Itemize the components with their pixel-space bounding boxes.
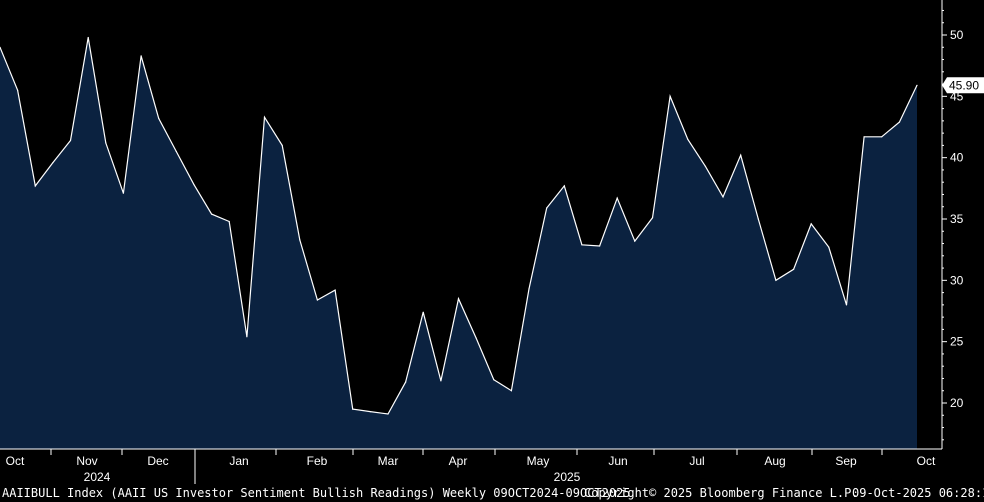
data-point bbox=[581, 244, 583, 246]
data-point bbox=[634, 240, 636, 242]
x-year-label: 2024 bbox=[84, 470, 111, 484]
data-point bbox=[334, 289, 336, 291]
data-point bbox=[405, 381, 407, 383]
data-point bbox=[246, 336, 248, 338]
data-point bbox=[228, 220, 230, 223]
data-point bbox=[387, 413, 389, 415]
data-point bbox=[52, 162, 54, 164]
y-tick-label: 20 bbox=[950, 396, 964, 410]
x-month-label: Oct bbox=[917, 454, 936, 468]
data-point bbox=[687, 138, 689, 140]
last-value-box bbox=[942, 77, 984, 94]
x-axis: Oct Nov Dec Jan Feb Mar Apr May Jun Jul Aug Sep Oct 2… bbox=[0, 448, 942, 484]
data-point bbox=[528, 288, 530, 290]
data-point bbox=[422, 311, 424, 313]
x-month-label: Feb bbox=[307, 454, 328, 468]
x-month-label: Jul bbox=[689, 454, 704, 468]
data-point bbox=[281, 144, 283, 146]
data-point bbox=[475, 337, 477, 339]
x-month-label: Apr bbox=[449, 454, 468, 468]
x-month-label: Jan bbox=[229, 454, 248, 468]
data-point bbox=[599, 245, 601, 247]
plot-area bbox=[0, 36, 918, 449]
data-point bbox=[898, 121, 901, 123]
data-point bbox=[193, 184, 195, 186]
x-month-label: Oct bbox=[6, 454, 25, 468]
data-point bbox=[916, 84, 918, 86]
x-month-label: Dec bbox=[147, 454, 168, 468]
data-point bbox=[34, 185, 36, 187]
y-tick-label: 40 bbox=[950, 151, 964, 165]
data-point bbox=[299, 239, 301, 241]
x-month-label: Nov bbox=[76, 454, 97, 468]
data-point bbox=[793, 268, 795, 270]
x-month-label: Jun bbox=[608, 454, 627, 468]
data-point bbox=[158, 117, 160, 119]
y-tick-label: 25 bbox=[950, 335, 964, 349]
footer: AAIIBULL Index (AAII US Investor Sentime… bbox=[0, 484, 984, 502]
footer-timestamp: 09-Oct-2025 06:28:11 bbox=[852, 486, 984, 500]
data-point bbox=[775, 279, 777, 281]
data-point bbox=[69, 139, 72, 142]
data-point bbox=[722, 196, 724, 198]
data-point bbox=[669, 95, 671, 97]
data-point bbox=[704, 165, 707, 167]
data-point bbox=[457, 298, 460, 300]
data-point bbox=[563, 185, 565, 187]
data-point bbox=[510, 390, 512, 392]
data-point bbox=[211, 213, 213, 215]
x-year-label: 2025 bbox=[554, 470, 581, 484]
data-point bbox=[0, 46, 1, 48]
data-point bbox=[87, 36, 89, 39]
data-point bbox=[546, 207, 548, 209]
x-month-label: Sep bbox=[835, 454, 857, 468]
x-month-label: May bbox=[527, 454, 550, 468]
data-point bbox=[616, 197, 618, 199]
footer-description: AAIIBULL Index (AAII US Investor Sentime… bbox=[2, 486, 631, 500]
y-tick-label: 30 bbox=[950, 273, 964, 287]
data-point bbox=[122, 192, 124, 194]
data-point bbox=[810, 223, 812, 225]
data-point bbox=[175, 150, 177, 153]
x-month-label: Mar bbox=[378, 454, 399, 468]
data-point bbox=[863, 136, 865, 138]
data-point bbox=[352, 408, 354, 410]
last-value-label: 45.90 bbox=[949, 78, 979, 92]
data-point bbox=[263, 116, 266, 118]
data-point bbox=[140, 55, 142, 57]
data-point bbox=[828, 246, 830, 248]
footer-copyright: Copyright© 2025 Bloomberg Finance L.P. bbox=[584, 486, 859, 500]
data-point bbox=[845, 304, 848, 306]
y-tick-label: 50 bbox=[950, 28, 964, 42]
data-point bbox=[881, 136, 883, 138]
data-point bbox=[440, 380, 442, 382]
area-fill bbox=[0, 37, 917, 449]
x-month-label: Aug bbox=[764, 454, 785, 468]
data-point bbox=[740, 154, 742, 156]
data-point bbox=[651, 217, 654, 219]
data-point bbox=[105, 142, 107, 144]
data-point bbox=[17, 89, 19, 91]
data-point bbox=[369, 411, 371, 413]
y-tick-label: 35 bbox=[950, 212, 964, 226]
data-point bbox=[316, 299, 318, 301]
data-point bbox=[493, 379, 495, 381]
data-point bbox=[757, 218, 759, 220]
